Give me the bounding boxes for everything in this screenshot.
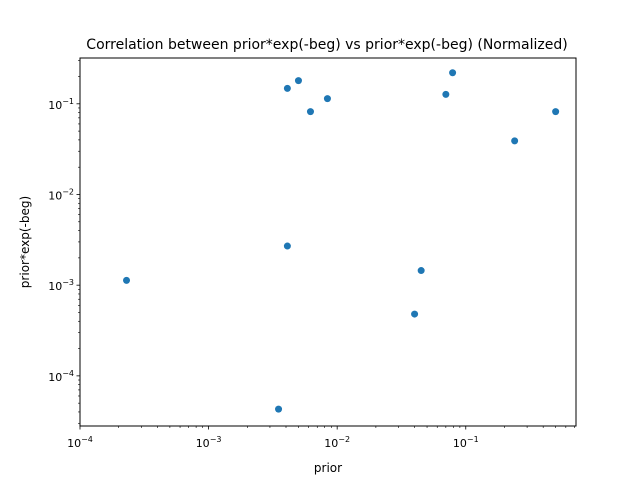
scatter-point (417, 267, 425, 275)
scatter-point (123, 276, 131, 284)
scatter-point (511, 137, 519, 145)
scatter-point (552, 108, 560, 116)
y-tick-label: 10−2 (48, 187, 74, 202)
scatter-point (442, 90, 450, 98)
scatter-point (323, 95, 331, 103)
chart-title: Correlation between prior*exp(-beg) vs p… (86, 37, 567, 53)
x-tick-label: 10−4 (67, 435, 93, 450)
x-axis-label: prior (314, 461, 342, 475)
axis-ticks: 10−4 10−3 10−2 10−1 10−4 10−3 10−2 10−1 (48, 60, 575, 450)
y-tick-label: 10−3 (48, 278, 74, 293)
scatter-point (294, 77, 302, 85)
x-tick-label: 10−2 (324, 435, 350, 450)
y-tick-label: 10−4 (48, 369, 74, 384)
y-axis-label: prior*exp(-beg) (18, 196, 32, 288)
scatter-point (275, 405, 283, 413)
scatter-point (306, 108, 314, 116)
scatter-point (283, 242, 291, 250)
scatter-point (411, 310, 419, 318)
x-tick-label: 10−1 (453, 435, 479, 450)
scatter-point (283, 84, 291, 92)
y-tick-label: 10−1 (48, 97, 74, 112)
scatter-point (449, 69, 457, 77)
plot-frame (79, 57, 577, 427)
scatter-points (123, 69, 560, 413)
x-tick-label: 10−3 (196, 435, 222, 450)
